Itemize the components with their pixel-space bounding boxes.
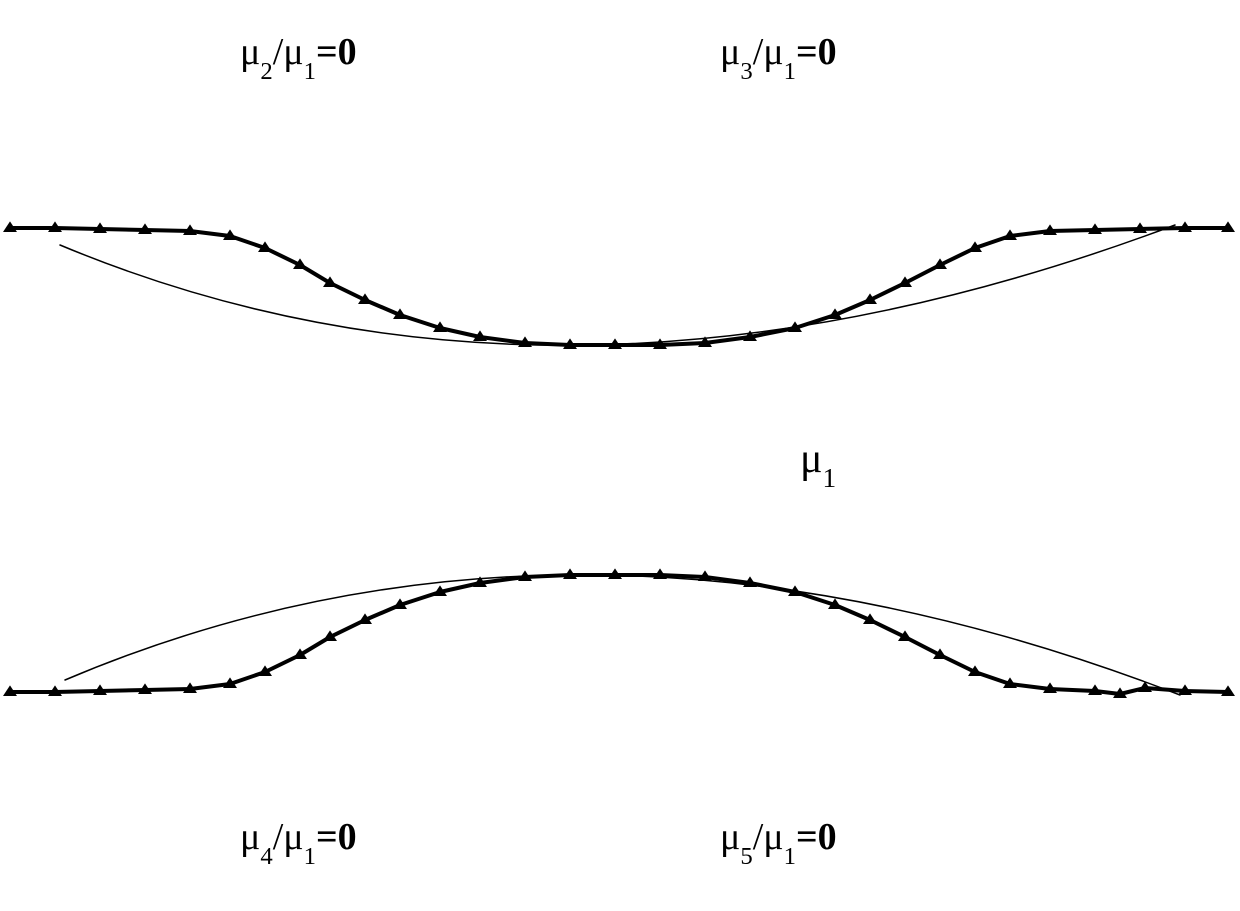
lower-marked-profile (10, 575, 1228, 694)
lower-interface (0, 0, 1240, 911)
diagram-canvas: μ2/μ1=0 μ3/μ1=0 μ1 μ4/μ1=0 μ5/μ1=0 (0, 0, 1240, 911)
lower-markers (3, 568, 1235, 698)
lower-smooth-arc (65, 575, 1180, 695)
